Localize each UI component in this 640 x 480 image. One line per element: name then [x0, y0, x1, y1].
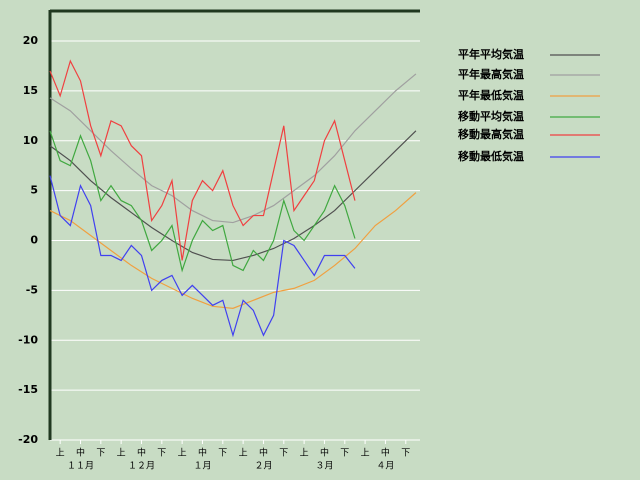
x-tick-label: 中 [259, 447, 268, 459]
legend-label: 平年最高気温 [458, 67, 524, 81]
series-line [49, 175, 356, 338]
legend-label: 平年最低気温 [458, 88, 524, 102]
series-line [49, 192, 417, 309]
y-tick-label: 5 [30, 184, 38, 197]
x-tick-label: 上 [178, 448, 187, 459]
series-line [49, 59, 356, 261]
x-tick-label: 上 [56, 448, 65, 459]
month-label: １１月 [67, 461, 94, 472]
legend-label: 平年平均気温 [458, 47, 524, 61]
y-tick-label: -10 [18, 333, 38, 346]
y-tick-label: 0 [30, 234, 38, 247]
x-tick-label: 上 [239, 448, 248, 459]
x-tick-label: 上 [300, 448, 309, 459]
y-tick-label: 15 [23, 84, 38, 97]
y-tick-label: -5 [26, 283, 38, 296]
legend-label: 移動平均気温 [458, 109, 524, 123]
y-tick-label: -15 [18, 383, 38, 396]
y-tick-label: 10 [23, 134, 39, 147]
x-tick-label: 中 [137, 447, 146, 459]
x-tick-label: 下 [279, 449, 288, 459]
x-tick-label: 下 [340, 449, 349, 459]
x-tick-label: 上 [361, 448, 370, 459]
y-tick-label: -20 [18, 433, 38, 446]
month-label: ２月 [254, 461, 272, 472]
legend-label: 移動最高気温 [458, 127, 524, 141]
x-tick-label: 下 [401, 449, 410, 459]
month-label: １２月 [128, 461, 155, 472]
x-tick-label: 下 [157, 449, 166, 459]
y-tick-label: 20 [23, 34, 39, 47]
month-label: ４月 [376, 461, 394, 472]
x-tick-label: 中 [198, 447, 207, 459]
legend-label: 移動最低気温 [458, 149, 524, 163]
x-tick-label: 中 [320, 447, 329, 459]
x-tick-label: 中 [76, 447, 85, 459]
x-tick-label: 下 [96, 449, 105, 459]
month-label: １月 [193, 461, 211, 472]
month-label: ３月 [315, 461, 333, 472]
series-line [49, 130, 356, 273]
x-tick-label: 下 [218, 449, 227, 459]
series-line [49, 130, 417, 262]
x-tick-label: 上 [117, 448, 126, 459]
series-line [49, 73, 417, 224]
x-tick-label: 中 [381, 447, 390, 459]
